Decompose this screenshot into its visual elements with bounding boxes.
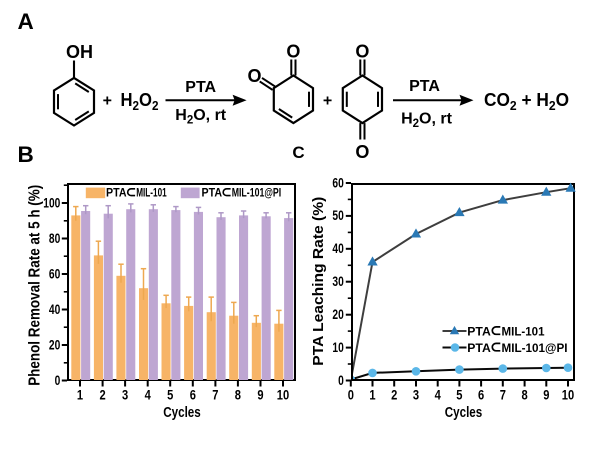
svg-text:6: 6 bbox=[478, 387, 484, 403]
svg-text:10: 10 bbox=[562, 387, 575, 403]
svg-text:40: 40 bbox=[49, 302, 60, 317]
svg-text:10: 10 bbox=[332, 340, 343, 355]
svg-text:MIL-101@PI: MIL-101@PI bbox=[232, 186, 282, 200]
svg-text:O: O bbox=[355, 42, 369, 62]
svg-text:3: 3 bbox=[413, 387, 419, 403]
svg-text:MIL-101@PI: MIL-101@PI bbox=[502, 341, 568, 355]
svg-text:60: 60 bbox=[49, 266, 60, 281]
svg-text:10: 10 bbox=[277, 387, 290, 403]
svg-text:3: 3 bbox=[122, 387, 128, 403]
svg-text:O: O bbox=[355, 142, 369, 162]
svg-text:Cycles: Cycles bbox=[445, 405, 483, 421]
svg-text:1: 1 bbox=[77, 387, 83, 403]
svg-text:0: 0 bbox=[55, 373, 61, 388]
svg-text:C: C bbox=[292, 143, 304, 162]
svg-text:0: 0 bbox=[348, 387, 354, 403]
svg-text:60: 60 bbox=[332, 175, 343, 190]
svg-text:30: 30 bbox=[332, 274, 343, 289]
svg-text:O: O bbox=[247, 66, 261, 86]
svg-text:80: 80 bbox=[49, 231, 60, 246]
svg-text:B: B bbox=[18, 142, 34, 167]
svg-text:100: 100 bbox=[43, 195, 60, 210]
svg-text:A: A bbox=[18, 9, 34, 34]
svg-text:O: O bbox=[286, 42, 300, 62]
svg-text:PTA: PTA bbox=[467, 341, 491, 355]
svg-text:PTA: PTA bbox=[409, 78, 440, 95]
svg-text:PTA: PTA bbox=[202, 186, 223, 200]
svg-text:9: 9 bbox=[257, 387, 263, 403]
svg-text:8: 8 bbox=[235, 387, 241, 403]
svg-text:7: 7 bbox=[212, 387, 218, 403]
svg-text:H2O, rt: H2O, rt bbox=[401, 111, 453, 131]
svg-text:MIL-101: MIL-101 bbox=[502, 324, 545, 338]
svg-text:PTA Leaching Rate (%): PTA Leaching Rate (%) bbox=[310, 197, 327, 366]
svg-text:MIL-101: MIL-101 bbox=[136, 186, 167, 200]
svg-text:5: 5 bbox=[167, 387, 173, 403]
svg-text:OH: OH bbox=[66, 42, 93, 62]
svg-text:Cycles: Cycles bbox=[163, 405, 201, 421]
svg-text:PTA: PTA bbox=[467, 324, 491, 338]
svg-text:5: 5 bbox=[456, 387, 462, 403]
svg-text:2: 2 bbox=[391, 387, 397, 403]
svg-text:50: 50 bbox=[332, 208, 343, 223]
svg-text:40: 40 bbox=[332, 241, 343, 256]
svg-text:H2O, rt: H2O, rt bbox=[175, 107, 227, 127]
svg-text:PTA: PTA bbox=[185, 79, 216, 96]
svg-text:20: 20 bbox=[332, 307, 343, 322]
svg-text:+: + bbox=[103, 92, 112, 109]
svg-text:+: + bbox=[323, 92, 332, 109]
svg-text:1: 1 bbox=[369, 387, 375, 403]
svg-text:0: 0 bbox=[338, 373, 344, 388]
svg-text:4: 4 bbox=[435, 387, 441, 403]
svg-text:Phenol Removal Rate at 5 h (%): Phenol Removal Rate at 5 h (%) bbox=[26, 185, 43, 386]
svg-text:2: 2 bbox=[100, 387, 106, 403]
svg-text:CO2 + H2O: CO2 + H2O bbox=[484, 89, 569, 113]
svg-text:4: 4 bbox=[145, 387, 151, 403]
svg-text:6: 6 bbox=[190, 387, 196, 403]
svg-text:20: 20 bbox=[49, 337, 60, 352]
svg-text:9: 9 bbox=[543, 387, 549, 403]
svg-text:PTA: PTA bbox=[106, 186, 127, 200]
svg-text:7: 7 bbox=[500, 387, 506, 403]
svg-text:8: 8 bbox=[522, 387, 528, 403]
